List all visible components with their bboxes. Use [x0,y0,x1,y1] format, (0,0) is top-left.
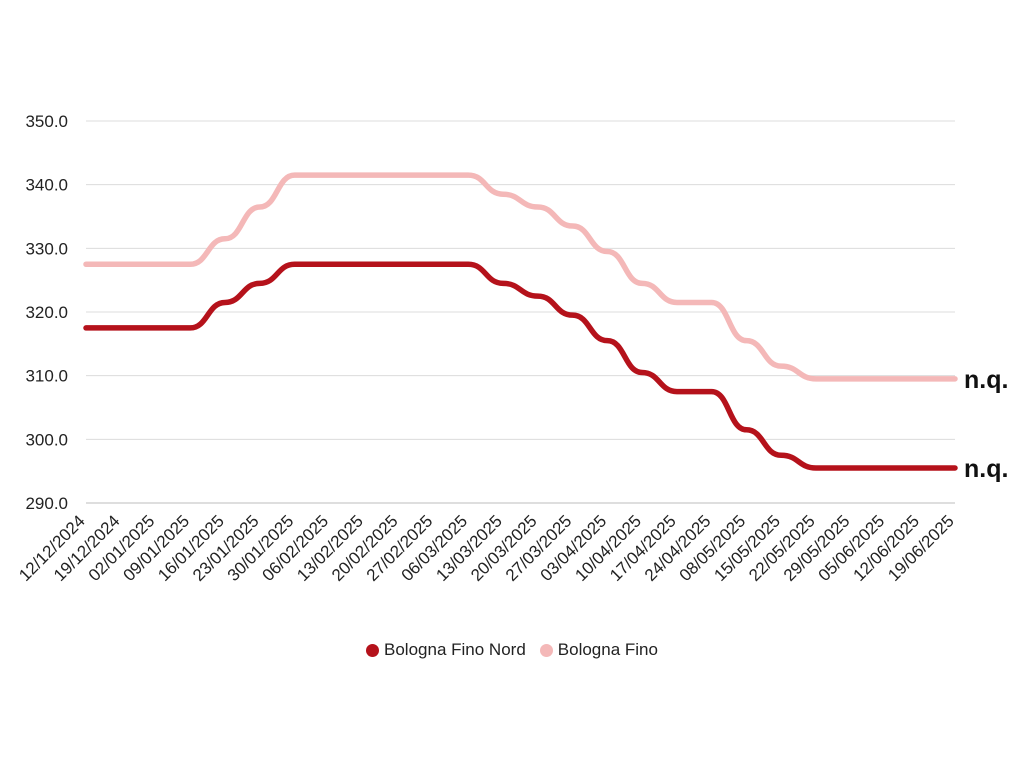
end-label-series-0: n.q. [964,455,1008,483]
legend: Bologna Fino Nord Bologna Fino [0,640,1024,660]
series-lines [83,172,958,471]
line-chart: 290.0 300.0 310.0 320.0 330.0 340.0 350.0 12/1… [15,112,1008,585]
legend-label-series-0: Bologna Fino Nord [384,640,526,659]
series-line-1 [83,172,958,382]
series-end-labels: n.q. n.q. [964,366,1008,483]
y-tick-label-1: 300.0 [25,430,68,449]
legend-label-series-1: Bologna Fino [557,640,658,659]
y-tick-label-2: 310.0 [25,367,68,386]
y-tick-label-6: 350.0 [25,112,68,131]
y-tick-label-5: 340.0 [25,176,68,195]
gridlines [86,120,955,504]
legend-item-series-1: Bologna Fino [539,640,658,660]
y-tick-label-4: 330.0 [25,239,68,258]
legend-item-series-0: Bologna Fino Nord [366,640,526,660]
y-tick-label-3: 320.0 [25,303,68,322]
y-tick-label-0: 290.0 [25,494,68,513]
y-axis-ticks: 290.0 300.0 310.0 320.0 330.0 340.0 350.0 [25,112,68,513]
x-axis-ticks: 12/12/202419/12/202402/01/202509/01/2025… [15,511,958,585]
end-label-series-1: n.q. [964,366,1008,394]
legend-swatch-series-0 [366,643,380,657]
legend-swatch-series-1 [539,643,553,657]
series-line-0 [83,261,958,471]
